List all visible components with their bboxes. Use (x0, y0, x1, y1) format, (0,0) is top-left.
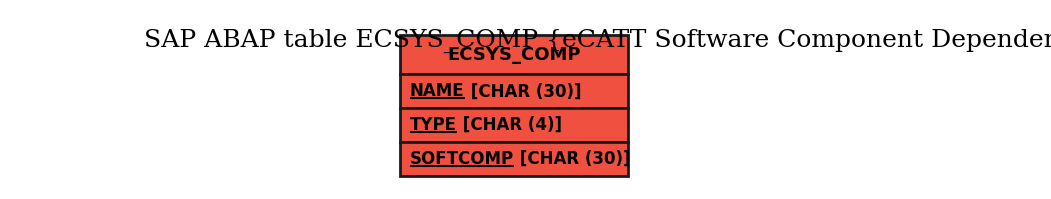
Bar (400, 142, 628, 176)
Text: ECSYS_COMP: ECSYS_COMP (448, 46, 581, 63)
Text: [CHAR (4)]: [CHAR (4)] (457, 116, 562, 134)
Bar (400, 108, 628, 142)
Text: [CHAR (30)]: [CHAR (30)] (514, 150, 631, 168)
Bar (400, 35, 628, 74)
Text: SAP ABAP table ECSYS_COMP {eCATT Software Component Dependency}: SAP ABAP table ECSYS_COMP {eCATT Softwar… (144, 28, 1051, 53)
Text: [CHAR (30)]: [CHAR (30)] (465, 82, 581, 100)
Text: SOFTCOMP: SOFTCOMP (410, 150, 514, 168)
Bar (400, 74, 628, 108)
Text: NAME: NAME (410, 82, 465, 100)
Text: TYPE: TYPE (410, 116, 457, 134)
